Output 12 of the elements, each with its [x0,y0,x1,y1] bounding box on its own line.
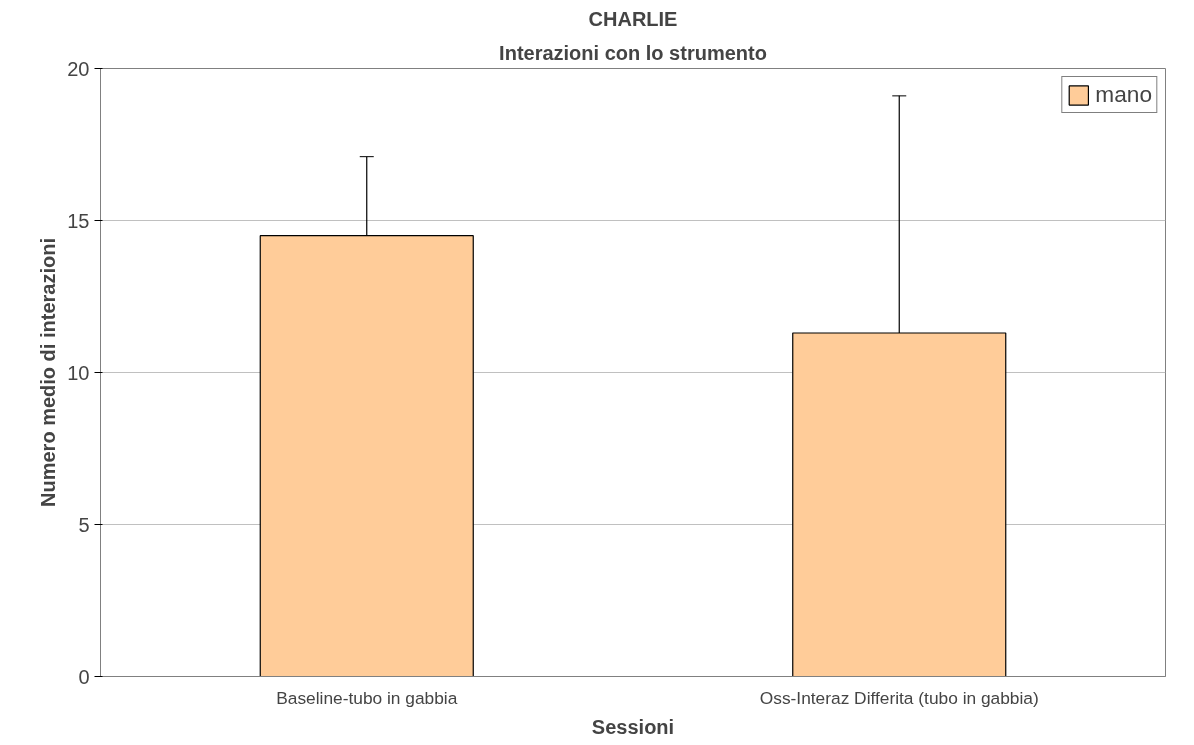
y-tick-label: 15 [67,209,90,232]
chart-subtitle: Interazioni con lo strumento [499,41,767,64]
y-tick-label: 10 [67,361,90,384]
legend-label: mano [1095,81,1152,108]
chart-title: CHARLIE [588,7,678,30]
x-tick-label: Baseline-tubo in gabbia [276,687,458,708]
y-tick-label: 20 [67,57,90,80]
x-tick-label: Oss-Interaz Differita (tubo in gabbia) [759,687,1039,708]
x-axis-title: Sessioni [591,715,675,738]
y-axis-title: Numero medio di interazioni [37,238,60,507]
y-tick-label: 0 [78,665,90,688]
y-tick-label: 5 [78,513,90,536]
